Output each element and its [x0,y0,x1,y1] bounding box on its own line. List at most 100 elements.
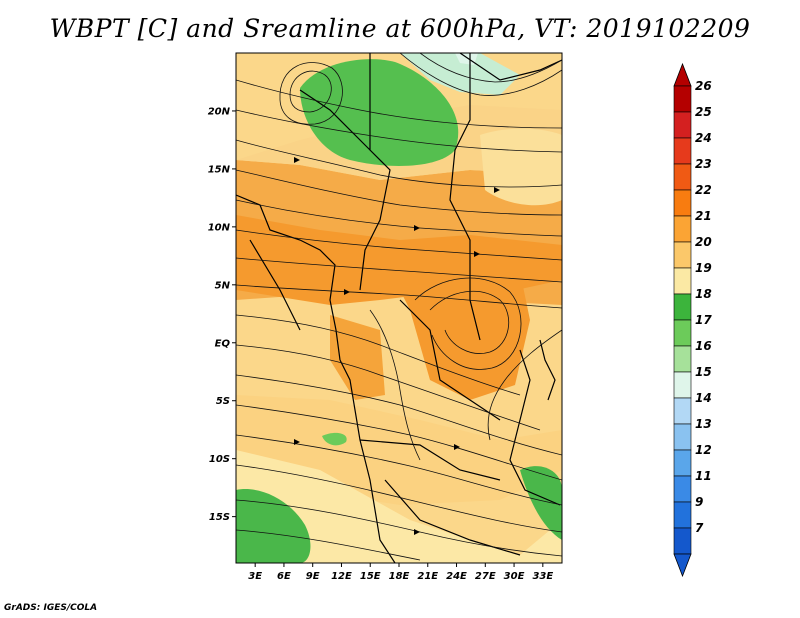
streamline [236,529,421,561]
streamline [236,314,521,396]
border-south [359,439,501,481]
streamline [236,79,562,129]
colorbar-label: 15 [695,365,712,379]
green-speck-angola [322,432,347,446]
lat-label: EQ [215,338,231,349]
map-title: WBPT [C] and Sreamline at 600hPa, VT: 20… [49,14,751,43]
pale-patch-north [400,53,520,95]
lat-label: 5S [216,396,230,407]
colorbar-max-arrow [673,62,692,87]
lon-label: 24E [446,571,467,582]
lat-label: 10S [209,454,230,465]
streamline [236,374,562,456]
border-east-coast [509,349,561,506]
streamline [369,309,421,461]
colorbar-segment [673,137,692,165]
colorbar-label: 12 [695,443,712,457]
country-borders [236,53,562,563]
colorbar-segment [673,345,692,373]
arrow [474,251,480,257]
colorbar-segment [673,397,692,425]
lat-label: 15N [208,164,231,175]
colorbar-label: 7 [695,521,704,535]
streamline [236,109,562,153]
lon-label: 15E [360,571,381,582]
colorbar-segment [673,163,692,191]
lon-label: 21E [417,571,438,582]
streamlines [236,53,562,561]
colorbar-segment [673,501,692,529]
border-niger [299,89,371,151]
arrow [414,225,420,231]
arrow [344,289,350,295]
border-congo [399,299,501,421]
lon-label: 27E [475,571,496,582]
colorbar-label: 24 [695,131,712,145]
colorbar-segment [673,475,692,503]
colorbar-segment [673,527,692,555]
streamline [236,344,541,431]
colorbar-segment [673,241,692,269]
arrow [414,529,420,535]
streamline [487,329,562,441]
field-core-22-east [380,250,530,400]
colorbar-label: 18 [695,287,712,301]
streamline [236,139,562,188]
colorbar-label: 22 [695,183,712,197]
streamline-vortex [289,70,332,113]
field-core-21-west [330,315,385,400]
lon-label: 9E [306,571,320,582]
border-north [459,53,562,81]
lon-label: 3E [248,571,262,582]
longitude-axis: 3E 6E 9E 12E 15E 18E 21E 24E 27E 30E 33E [248,563,553,582]
colorbar-label: 11 [695,469,712,483]
streamline [419,53,562,83]
colorbar-segment [673,267,692,295]
colorbar-segment [673,449,692,477]
colorbar-segment [673,215,692,243]
lon-label: 30E [504,571,525,582]
colorbar: 26 25 24 23 22 21 20 19 18 17 16 15 14 13 12 11 9 7 [673,62,712,578]
pale-patch-north-core [455,53,478,65]
border-lake [539,339,556,401]
colorbar-label: 14 [695,391,712,405]
border-west-africa [236,194,341,361]
arrow [294,157,300,163]
grads-credit: GrADS: IGES/COLA [4,603,98,613]
colorbar-label: 25 [695,105,712,119]
arrow [294,439,300,445]
lat-label: 20N [208,106,231,117]
map-panel [235,52,563,564]
colorbar-label: 23 [695,157,712,171]
colorbar-label: 16 [695,339,712,353]
streamline [236,169,562,216]
lat-label: 5N [215,280,231,291]
colorbar-label: 13 [695,417,712,431]
colorbar-label: 26 [695,79,712,93]
colorbar-segment [673,423,692,451]
colorbar-segment [673,293,692,321]
colorbar-label: 21 [695,209,712,223]
colorbar-label: 17 [695,313,712,327]
colorbar-segment [673,85,692,113]
green-patch-southwest [236,489,311,563]
streamline [236,257,562,283]
lon-label: 33E [532,571,553,582]
colorbar-label: 9 [695,495,703,509]
colorbar-min-arrow [673,553,692,578]
streamline-vortex [279,62,343,125]
wbpt-field [236,53,562,563]
colorbar-label: 19 [695,261,712,275]
streamline-arrows [294,157,500,535]
colorbar-segment [673,189,692,217]
streamline [236,434,562,506]
lat-label: 15S [209,512,230,523]
colorbar-label: 20 [695,235,712,249]
streamline [236,464,562,533]
lon-label: 18E [389,571,410,582]
streamline-eddy [414,277,522,370]
lon-label: 6E [277,571,291,582]
colorbar-segment [673,111,692,139]
green-patch-southeast [520,466,562,540]
border-chad [359,53,391,291]
